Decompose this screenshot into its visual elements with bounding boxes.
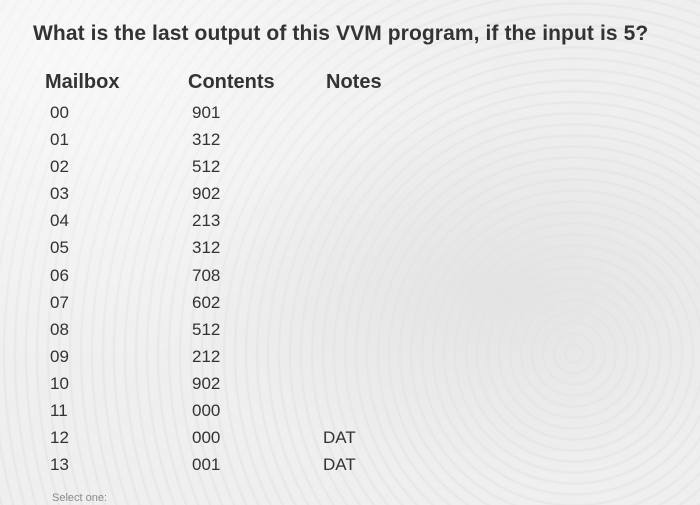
notes-cell: DAT <box>323 428 356 448</box>
mailbox-cell: 10 <box>50 373 69 393</box>
table-row: 07 602 <box>0 290 700 317</box>
mailbox-column-header: Mailbox <box>45 71 120 93</box>
contents-cell: 902 <box>192 373 221 393</box>
mailbox-cell: 01 <box>50 130 69 150</box>
contents-cell: 000 <box>192 428 221 448</box>
contents-cell: 512 <box>192 157 221 177</box>
mailbox-cell: 07 <box>50 292 69 312</box>
mailbox-cell: 02 <box>50 157 69 177</box>
table-row: 00 901 <box>0 100 700 127</box>
table-row: 05 312 <box>0 235 700 262</box>
contents-cell: 213 <box>192 211 221 231</box>
table-row: 01 312 <box>0 127 700 154</box>
mailbox-cell: 05 <box>50 238 69 258</box>
mailbox-cell: 09 <box>50 346 69 366</box>
question-text: What is the last output of this VVM prog… <box>33 22 649 45</box>
contents-cell: 212 <box>192 346 221 366</box>
contents-cell: 312 <box>192 238 221 258</box>
mailbox-cell: 03 <box>50 184 69 204</box>
contents-cell: 902 <box>192 184 221 204</box>
table-row: 09 212 <box>0 344 700 371</box>
table-row: 02 512 <box>0 154 700 181</box>
contents-column-header: Contents <box>188 71 275 93</box>
mailbox-cell: 13 <box>50 455 69 475</box>
mailbox-cell: 12 <box>50 428 69 448</box>
select-one-label: Select one: <box>52 492 108 504</box>
table-row: 11 000 <box>0 398 700 425</box>
table-row: 06 708 <box>0 263 700 290</box>
table-row: 03 902 <box>0 181 700 208</box>
contents-cell: 312 <box>192 130 221 150</box>
table-row: 10 902 <box>0 371 700 398</box>
table-row: 08 512 <box>0 317 700 344</box>
contents-cell: 001 <box>192 455 221 475</box>
contents-cell: 602 <box>192 292 221 312</box>
mailbox-cell: 00 <box>50 103 69 122</box>
contents-cell: 901 <box>192 103 221 122</box>
contents-cell: 708 <box>192 265 221 285</box>
contents-cell: 512 <box>192 319 221 339</box>
table-row: 12 000 DAT <box>0 425 700 452</box>
mailbox-cell: 06 <box>50 265 69 285</box>
table-row: 13 001 DAT <box>0 452 700 479</box>
contents-cell: 000 <box>192 401 221 421</box>
table-row: 04 213 <box>0 208 700 235</box>
mailbox-cell: 04 <box>50 211 69 231</box>
notes-cell: DAT <box>323 455 356 475</box>
mailbox-cell: 11 <box>50 401 68 421</box>
program-table: 00 901 01 312 02 512 03 902 04 213 05 312 06 708 07 602… <box>0 100 700 479</box>
notes-column-header: Notes <box>326 71 382 93</box>
mailbox-cell: 08 <box>50 319 69 339</box>
